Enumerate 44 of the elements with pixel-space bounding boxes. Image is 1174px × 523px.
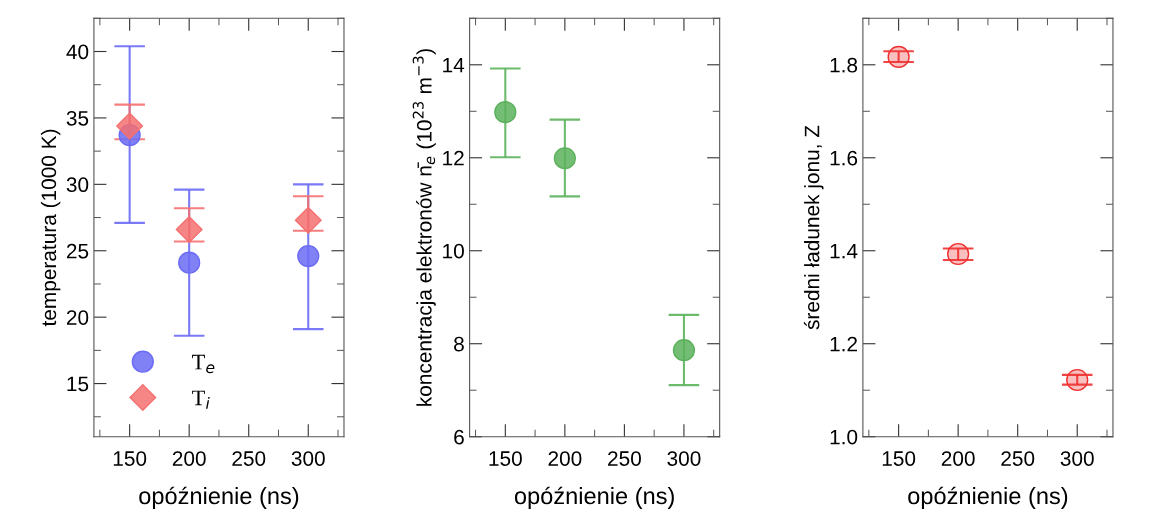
y-tick-label: 1.8: [830, 57, 858, 73]
y-tick-label: 15: [67, 376, 89, 392]
x-axis-title: opóźnienie (ns): [139, 486, 299, 509]
x-axis-title: opóźnienie (ns): [908, 486, 1068, 509]
y-axis-title: koncentracja elektronów n̄$_{e}$ (10$^{23}$ m$^{−3}$): [412, 49, 436, 406]
y-tick-label: 35: [66, 110, 89, 126]
y-tick-label: 1.2: [830, 336, 857, 352]
x-tick-label: 300: [667, 451, 701, 466]
y-tick-label: 20: [66, 310, 89, 325]
point: [297, 244, 320, 268]
point: [553, 147, 576, 170]
x-tick-label: 150: [882, 451, 916, 466]
x-tick-label: 300: [1060, 451, 1094, 466]
y-tick-label: 12: [443, 150, 464, 166]
point: [116, 112, 144, 140]
y-tick-label: 10: [443, 243, 464, 259]
point: [294, 206, 322, 234]
point: [178, 251, 201, 274]
y-axis-title: temperatura (1000 K): [40, 129, 61, 327]
x-tick-label: 250: [608, 451, 641, 466]
y-tick-label: 1.6: [830, 150, 858, 166]
point: [175, 216, 203, 243]
legend-label: T$_{i}$: [192, 390, 210, 409]
point: [672, 339, 696, 362]
x-tick-label: 150: [113, 451, 147, 466]
y-tick-label: 1.4: [830, 243, 858, 259]
x-tick-label: 200: [548, 451, 582, 466]
x-tick-label: 200: [941, 451, 975, 466]
point: [494, 101, 517, 124]
y-tick-label: 1.0: [830, 429, 858, 445]
x-tick-label: 300: [291, 451, 325, 466]
y-tick-label: 8: [454, 336, 464, 352]
x-tick-label: 150: [489, 451, 522, 466]
x-tick-label: 250: [232, 451, 266, 466]
x-tick-label: 200: [172, 451, 206, 466]
legend-label: T$_{e}$: [192, 354, 215, 374]
y-tick-label: 6: [454, 429, 464, 445]
y-tick-label: 14: [443, 58, 465, 73]
x-axis-title: opóźnienie (ns): [514, 486, 674, 509]
y-tick-label: 30: [66, 177, 89, 193]
x-tick-label: 250: [1001, 451, 1035, 466]
y-tick-label: 40: [66, 44, 89, 60]
y-axis-title: średni ładunek jonu, Z: [803, 125, 824, 330]
y-tick-label: 25: [66, 243, 89, 259]
